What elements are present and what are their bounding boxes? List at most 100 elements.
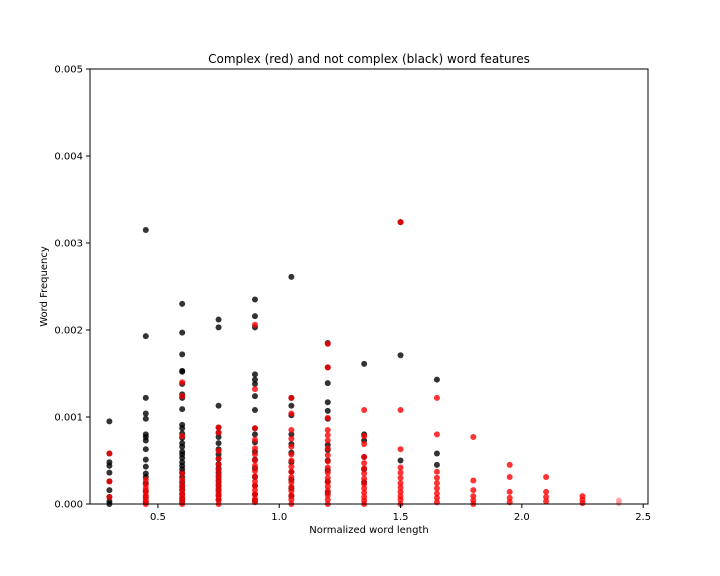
scatter-point: [433, 474, 440, 481]
scatter-point: [251, 445, 258, 452]
x-tick-label: 0.5: [150, 512, 166, 523]
scatter-point: [397, 496, 404, 503]
scatter-point: [251, 386, 258, 393]
scatter-point: [251, 425, 258, 432]
scatter-point: [142, 333, 149, 340]
scatter-point: [361, 475, 368, 482]
scatter-point: [288, 410, 295, 417]
scatter-point: [215, 461, 222, 468]
scatter-point: [179, 368, 186, 375]
scatter-point: [324, 469, 331, 476]
scatter-point: [142, 394, 149, 401]
scatter-point: [397, 469, 404, 476]
scatter-point: [215, 440, 222, 447]
scatter-point: [433, 490, 440, 497]
scatter-point: [251, 478, 258, 485]
scatter-point: [397, 488, 404, 495]
scatter-point: [433, 376, 440, 383]
scatter-point: [506, 461, 513, 468]
scatter-point: [543, 474, 550, 481]
scatter-point: [142, 476, 149, 483]
scatter-point: [179, 300, 186, 307]
scatter-point: [251, 491, 258, 498]
scatter-point: [179, 425, 186, 432]
scatter-point: [543, 488, 550, 495]
scatter-point: [288, 273, 295, 280]
x-axis-label: Normalized word length: [309, 525, 429, 536]
scatter-point: [433, 494, 440, 501]
scatter-point: [288, 394, 295, 401]
scatter-point: [215, 324, 222, 331]
scatter-point: [106, 494, 113, 501]
scatter-point: [179, 470, 186, 477]
scatter-point: [288, 457, 295, 464]
y-tick-label: 0.005: [54, 65, 83, 76]
scatter-point: [324, 492, 331, 499]
scatter-point: [543, 494, 550, 501]
data-points: [106, 219, 622, 507]
y-tick-label: 0.001: [54, 413, 83, 424]
scatter-point: [615, 500, 622, 507]
x-tick-label: 1.5: [393, 512, 409, 523]
scatter-point: [543, 498, 550, 505]
scatter-point: [142, 456, 149, 463]
scatter-point: [215, 476, 222, 483]
scatter-point: [215, 447, 222, 454]
scatter-point: [397, 464, 404, 471]
scatter-point: [142, 463, 149, 470]
scatter-point: [361, 360, 368, 367]
scatter-point: [361, 407, 368, 414]
scatter-point: [179, 406, 186, 413]
scatter-point: [288, 451, 295, 458]
scatter-point: [251, 451, 258, 458]
scatter-point: [324, 458, 331, 465]
scatter-point: [251, 407, 258, 414]
scatter-point: [433, 468, 440, 475]
scatter-point: [251, 296, 258, 303]
scatter-point: [506, 474, 513, 481]
chart-title: Complex (red) and not complex (black) wo…: [208, 52, 530, 66]
scatter-point: [179, 443, 186, 450]
scatter-point: [179, 351, 186, 358]
scatter-point: [215, 424, 222, 431]
scatter-point: [179, 329, 186, 336]
scatter-point: [397, 219, 404, 226]
scatter-point: [288, 496, 295, 503]
scatter-point: [251, 467, 258, 474]
scatter-point: [433, 450, 440, 457]
scatter-point: [288, 431, 295, 438]
y-tick-label: 0.000: [54, 500, 83, 511]
scatter-point: [142, 226, 149, 233]
scatter-point: [179, 486, 186, 493]
scatter-point: [251, 313, 258, 320]
scatter-point: [251, 321, 258, 328]
scatter-point: [288, 435, 295, 442]
scatter-point: [361, 440, 368, 447]
scatter-point: [324, 474, 331, 481]
scatter-point: [215, 472, 222, 479]
scatter-point: [179, 481, 186, 488]
scatter-point: [288, 463, 295, 470]
scatter-point: [361, 465, 368, 472]
scatter-point: [324, 380, 331, 387]
scatter-point: [179, 379, 186, 386]
scatter-point: [215, 467, 222, 474]
scatter-point: [397, 480, 404, 487]
scatter-point: [397, 352, 404, 359]
y-tick-label: 0.003: [54, 239, 83, 250]
scatter-point: [397, 457, 404, 464]
scatter-point: [251, 380, 258, 387]
scatter-point: [361, 489, 368, 496]
scatter-point: [251, 436, 258, 443]
scatter-point: [179, 476, 186, 483]
scatter-point: [106, 478, 113, 485]
scatter-point: [361, 460, 368, 467]
scatter-point: [324, 340, 331, 347]
scatter-point: [288, 487, 295, 494]
scatter-point: [215, 429, 222, 436]
scatter-point: [324, 399, 331, 406]
scatter-point: [324, 445, 331, 452]
scatter-point: [361, 470, 368, 477]
scatter-point: [470, 434, 477, 441]
